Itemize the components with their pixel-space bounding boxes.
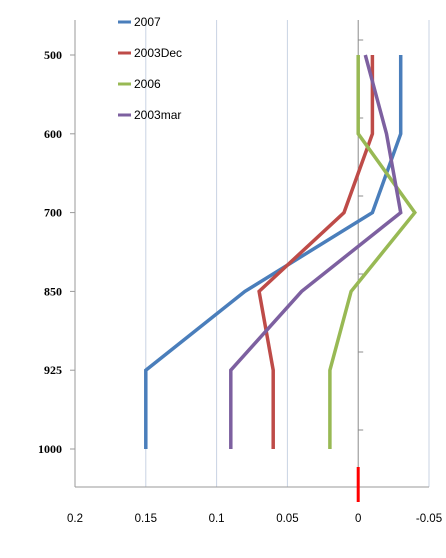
legend-label: 2003Dec [134, 46, 182, 60]
legend-label: 2006 [134, 77, 161, 91]
axes: 500 600 700 850 925 1000 0.2 0.15 0.1 0.05 0 -0.05 [38, 20, 442, 525]
legend-label: 2007 [134, 15, 161, 29]
series-line-2003dec [257, 55, 375, 449]
gridlines [145, 20, 430, 487]
x-tick-label: -0.05 [416, 513, 442, 525]
x-tick-label: 0 [355, 513, 361, 525]
x-tick-label: 0.15 [135, 513, 157, 525]
y-tick-label: 500 [44, 48, 62, 62]
y-tick-label: 1000 [38, 442, 62, 456]
series-lines [144, 54, 417, 449]
legend-label: 2003mar [134, 108, 181, 122]
y-tick-label: 700 [44, 206, 62, 220]
series-line-2007 [144, 55, 403, 449]
y-tick-label: 850 [44, 284, 62, 298]
y-tick-label: 925 [44, 363, 62, 377]
series-line-2003mar [229, 54, 403, 449]
legend: 2007 2003Dec 2006 2003mar [118, 15, 182, 122]
x-tick-label: 0.05 [276, 513, 298, 525]
series-line-2006 [328, 55, 417, 449]
x-tick-label: 0.2 [67, 513, 83, 525]
x-tick-label: 0.1 [209, 513, 225, 525]
y-tick-label: 600 [44, 127, 62, 141]
